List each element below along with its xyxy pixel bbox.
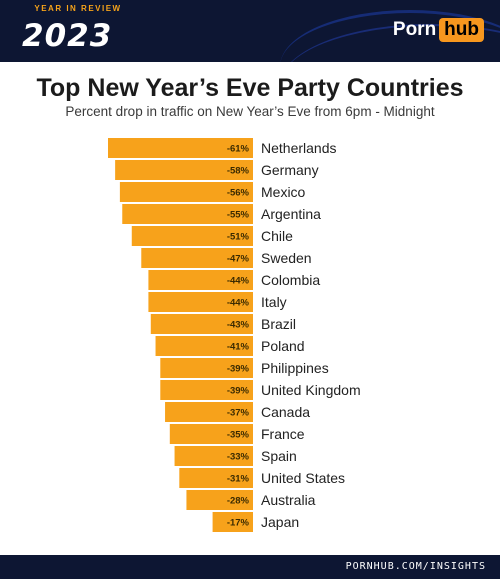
bar-poland: [155, 336, 253, 356]
badge-caption: YEAR IN REVIEW: [34, 4, 122, 13]
header-banner: YEAR IN REVIEW 2023 Porn hub: [0, 0, 500, 62]
bar-italy: [148, 292, 253, 312]
category-label: Poland: [261, 338, 305, 354]
category-label: United States: [261, 470, 345, 486]
category-label: France: [261, 426, 305, 442]
bar-united-kingdom: [160, 380, 253, 400]
bar-sweden: [141, 248, 253, 268]
value-label: -56%: [227, 188, 250, 199]
chart-title: Top New Year’s Eve Party Countries: [36, 74, 464, 102]
category-label: Canada: [261, 404, 310, 420]
category-label: United Kingdom: [261, 382, 361, 398]
bar-canada: [165, 402, 253, 422]
bar-australia: [186, 490, 253, 510]
year-in-review-badge: YEAR IN REVIEW 2023: [18, 4, 138, 60]
category-label: Italy: [261, 294, 287, 310]
value-label: -33%: [227, 452, 250, 463]
bar-mexico: [119, 182, 253, 202]
bar-spain: [174, 446, 253, 466]
bar-brazil: [150, 314, 253, 334]
bar-philippines: [160, 358, 253, 378]
value-label: -35%: [227, 430, 250, 441]
value-label: -39%: [227, 386, 250, 397]
category-label: Japan: [261, 514, 299, 530]
category-label: Mexico: [261, 184, 306, 200]
bar-chart: -61% Netherlands -58% Germany -56% Mexico -55%…: [108, 138, 361, 532]
category-label: Colombia: [261, 272, 320, 288]
value-label: -43%: [227, 320, 250, 331]
value-label: -17%: [227, 518, 250, 529]
category-label: Brazil: [261, 316, 296, 332]
bar-japan: [212, 512, 253, 532]
category-label: Netherlands: [261, 140, 337, 156]
value-label: -47%: [227, 254, 250, 265]
logo-text-part1: Porn: [392, 19, 437, 40]
value-label: -41%: [227, 342, 250, 353]
footer-banner: PORNHUB.COM/INSIGHTS: [0, 555, 500, 579]
value-label: -44%: [227, 298, 250, 309]
pornhub-logo[interactable]: Porn hub: [393, 18, 484, 42]
value-label: -58%: [227, 166, 250, 177]
category-label: Germany: [261, 162, 319, 178]
header-decoration: [280, 10, 500, 62]
category-label: Philippines: [261, 360, 329, 376]
category-label: Argentina: [261, 206, 321, 222]
category-label: Australia: [261, 492, 316, 508]
value-label: -39%: [227, 364, 250, 375]
badge-year: 2023: [22, 18, 113, 54]
value-label: -44%: [227, 276, 250, 287]
category-label: Sweden: [261, 250, 312, 266]
bar-france: [169, 424, 253, 444]
bar-chile: [131, 226, 253, 246]
category-label: Spain: [261, 448, 297, 464]
footer-link[interactable]: PORNHUB.COM/INSIGHTS: [345, 561, 486, 572]
bar-germany: [115, 160, 253, 180]
value-label: -51%: [227, 232, 250, 243]
chart-subtitle: Percent drop in traffic on New Year’s Ev…: [65, 104, 435, 119]
bar-united-states: [179, 468, 253, 488]
value-label: -55%: [227, 210, 250, 221]
value-label: -61%: [227, 144, 250, 155]
value-label: -28%: [227, 496, 250, 507]
value-label: -31%: [227, 474, 250, 485]
value-label: -37%: [227, 408, 250, 419]
logo-text-part2: hub: [439, 18, 484, 42]
bar-argentina: [122, 204, 253, 224]
bar-netherlands: [108, 138, 253, 158]
bar-colombia: [148, 270, 253, 290]
category-label: Chile: [261, 228, 293, 244]
